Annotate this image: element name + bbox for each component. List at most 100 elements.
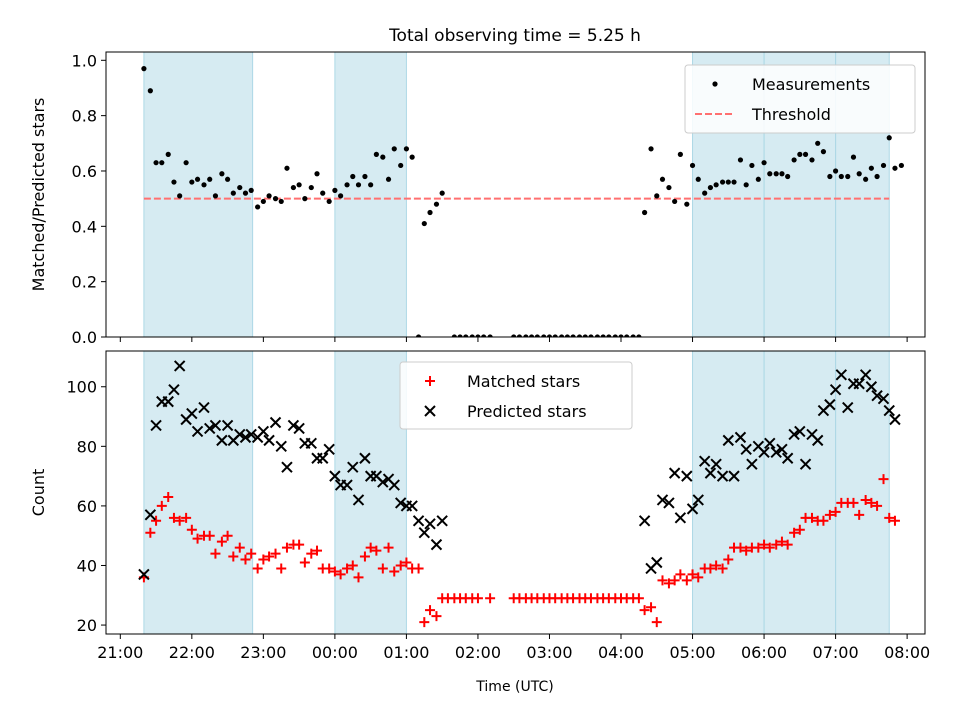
measurement-point xyxy=(177,193,183,199)
predicted-star-point xyxy=(352,494,365,506)
predicted-star-point xyxy=(359,452,371,464)
measurement-point xyxy=(737,157,744,163)
measurement-point xyxy=(398,162,404,169)
measurement-point xyxy=(636,334,642,337)
measurement-point xyxy=(815,140,821,146)
measurement-point xyxy=(457,334,463,337)
measurement-point xyxy=(791,157,797,163)
measurement-point xyxy=(695,176,701,182)
y-tick-label: 100 xyxy=(66,378,97,397)
predicted-star-point xyxy=(781,452,794,464)
x-tick-label: 08:00 xyxy=(884,643,930,662)
measurement-point xyxy=(713,182,719,188)
predicted-star-point xyxy=(204,422,216,435)
measurement-point xyxy=(451,334,457,337)
matched-star-point xyxy=(335,569,346,580)
top-panel: 0.0 0.2 0.4 0.6 0.8 1.0 Matched/Predicted star… xyxy=(29,51,926,347)
predicted-star-point xyxy=(287,419,300,432)
measurement-point xyxy=(266,193,272,199)
matched-star-point xyxy=(818,515,829,526)
matched-star-point xyxy=(472,593,483,604)
measurement-point xyxy=(749,162,755,169)
measurement-point xyxy=(153,160,159,166)
predicted-star-point xyxy=(418,527,431,539)
matched-star-point xyxy=(258,554,269,565)
measurement-point xyxy=(278,198,284,205)
measurement-point xyxy=(528,334,535,337)
matched-star-point xyxy=(425,605,436,616)
legend-box xyxy=(399,361,633,430)
matched-star-point xyxy=(794,524,805,535)
measurement-point xyxy=(314,171,320,177)
measurement-point xyxy=(570,334,576,337)
matched-star-point xyxy=(281,542,292,553)
legend-label: Threshold xyxy=(751,105,831,124)
matched-star-point xyxy=(306,548,317,559)
measurement-point xyxy=(194,176,201,182)
measurement-point xyxy=(511,334,517,337)
predicted-star-point xyxy=(824,398,836,411)
predicted-star-point xyxy=(656,494,669,506)
x-tick-label: 22:00 xyxy=(169,643,215,662)
predicted-star-point xyxy=(430,538,443,551)
measurement-point xyxy=(427,209,433,216)
matched-star-point xyxy=(639,605,650,616)
matched-star-point xyxy=(145,527,156,538)
matched-star-point xyxy=(806,512,817,523)
matched-star-point xyxy=(419,617,430,628)
predicted-star-point xyxy=(842,401,854,414)
matched-star-point xyxy=(771,539,782,550)
matched-star-point xyxy=(216,536,227,547)
matched-star-point xyxy=(347,560,358,571)
y-tick-label: 0.2 xyxy=(72,273,97,292)
predicted-star-point xyxy=(406,500,418,512)
measurement-point xyxy=(362,173,368,180)
matched-star-point xyxy=(776,536,787,547)
predicted-star-point xyxy=(138,568,150,581)
legend-marker-dot xyxy=(712,81,718,87)
measurement-point xyxy=(201,182,207,188)
x-tick-label: 01:00 xyxy=(383,643,429,662)
predicted-star-point xyxy=(293,422,305,435)
predicted-star-point xyxy=(221,419,234,432)
y-tick-label: 80 xyxy=(77,437,97,456)
measurement-point xyxy=(618,334,624,337)
matched-star-point xyxy=(181,512,192,523)
measurement-point xyxy=(350,173,356,180)
measurement-point xyxy=(731,179,737,185)
matched-star-point xyxy=(711,560,722,571)
predicted-star-point xyxy=(424,518,436,530)
predicted-star-point xyxy=(811,434,824,447)
measurement-point xyxy=(588,334,594,337)
measurement-point xyxy=(856,171,862,177)
matched-star-point xyxy=(753,542,764,553)
predicted-star-point xyxy=(776,443,788,456)
measurement-point xyxy=(892,165,898,171)
x-tick-label: 06:00 xyxy=(741,643,787,662)
matched-star-point xyxy=(210,548,221,559)
matched-star-point xyxy=(824,509,835,520)
x-tick-label: 05:00 xyxy=(669,643,715,662)
measurement-point xyxy=(224,176,231,182)
measurement-point xyxy=(546,334,553,337)
measurement-point xyxy=(582,334,588,337)
measurement-point xyxy=(272,196,279,202)
measurement-point xyxy=(391,146,397,152)
matched-star-point xyxy=(401,557,412,568)
matched-star-point xyxy=(735,542,746,553)
matched-star-point xyxy=(413,563,424,574)
predicted-star-point xyxy=(716,470,729,482)
data-points xyxy=(138,360,901,628)
measurement-point xyxy=(237,184,243,191)
matched-star-point xyxy=(222,530,233,541)
matched-star-point xyxy=(854,509,865,520)
matched-star-point xyxy=(246,548,257,559)
measurement-point xyxy=(248,187,254,193)
matched-star-point xyxy=(168,512,179,523)
plot-frame xyxy=(105,51,926,338)
matched-star-point xyxy=(174,515,185,526)
predicted-star-point xyxy=(173,360,186,372)
predicted-star-point xyxy=(704,467,717,479)
observing-window-band xyxy=(692,350,765,635)
